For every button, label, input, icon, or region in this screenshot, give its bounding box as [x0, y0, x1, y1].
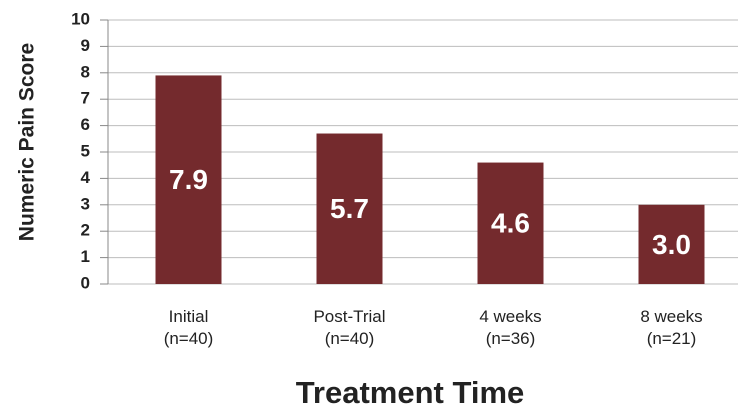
y-tick-label: 4 [81, 168, 91, 187]
x-tick-label: 8 weeks (n=21) [640, 307, 702, 348]
value-label: 4.6 [491, 208, 530, 239]
y-tick-label: 0 [81, 273, 90, 292]
x-tick-label-line: (n=21) [647, 329, 697, 348]
y-tick-label: 8 [81, 62, 90, 81]
x-axis-title: Treatment Time [296, 375, 525, 410]
bar [477, 162, 544, 284]
y-tick-label: 1 [81, 247, 90, 266]
x-tick-label: 4 weeks (n=36) [479, 307, 541, 348]
y-tick-label: 3 [81, 194, 90, 213]
x-tick-label-line: Initial [169, 307, 209, 326]
x-tick-label-line: 4 weeks [479, 307, 541, 326]
y-tick-label: 9 [81, 36, 90, 55]
y-tick-label: 2 [81, 221, 90, 240]
x-tick-label: Initial (n=40) [164, 307, 214, 348]
y-tick-label: 10 [71, 9, 90, 28]
x-tick-label-line: Post-Trial [313, 307, 385, 326]
bar [638, 204, 705, 284]
y-tick-label: 5 [81, 141, 90, 160]
x-tick-label-line: 8 weeks [640, 307, 702, 326]
y-axis-title: Numeric Pain Score [16, 43, 39, 241]
x-tick-label-line: (n=40) [325, 329, 375, 348]
value-label: 7.9 [169, 164, 208, 195]
bar [155, 75, 222, 284]
x-tick-label-line: (n=40) [164, 329, 214, 348]
y-tick-label: 6 [81, 115, 90, 134]
x-tick-label-line: (n=36) [486, 329, 536, 348]
value-label: 3.0 [652, 229, 691, 260]
x-tick-label: Post-Trial (n=40) [313, 307, 385, 348]
y-tick-label: 7 [81, 89, 90, 108]
bar [316, 133, 383, 284]
value-label: 5.7 [330, 193, 369, 224]
